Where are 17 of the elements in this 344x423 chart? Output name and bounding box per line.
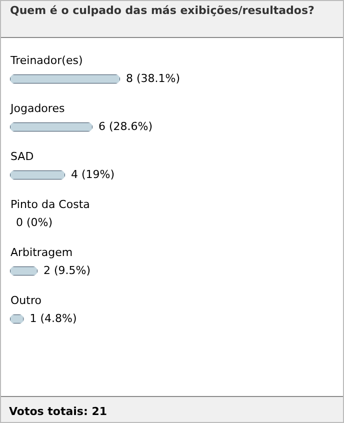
y-tick-label: Outro: [10, 294, 42, 307]
y-tick-label: SAD: [10, 150, 34, 163]
data-label: 0 (0%): [16, 216, 53, 229]
y-tick-label: Arbitragem: [10, 246, 73, 259]
data-label: 1 (4.8%): [30, 312, 77, 325]
data-label: 8 (38.1%): [126, 72, 180, 85]
text: Votos totais: 21: [9, 405, 108, 418]
data-label: 2 (9.5%): [44, 264, 91, 277]
y-tick-label: Jogadores: [10, 102, 65, 115]
bar: [10, 170, 65, 180]
y-tick-label: Pinto da Costa: [10, 198, 90, 211]
y-tick-label: Treinador(es): [10, 54, 83, 67]
data-label: 4 (19%): [71, 168, 115, 181]
text: Quem é o culpado das más exibições/resultados?: [10, 4, 314, 17]
bar: [10, 74, 120, 84]
data-label: 6 (28.6%): [98, 120, 153, 133]
bar: [10, 122, 92, 132]
